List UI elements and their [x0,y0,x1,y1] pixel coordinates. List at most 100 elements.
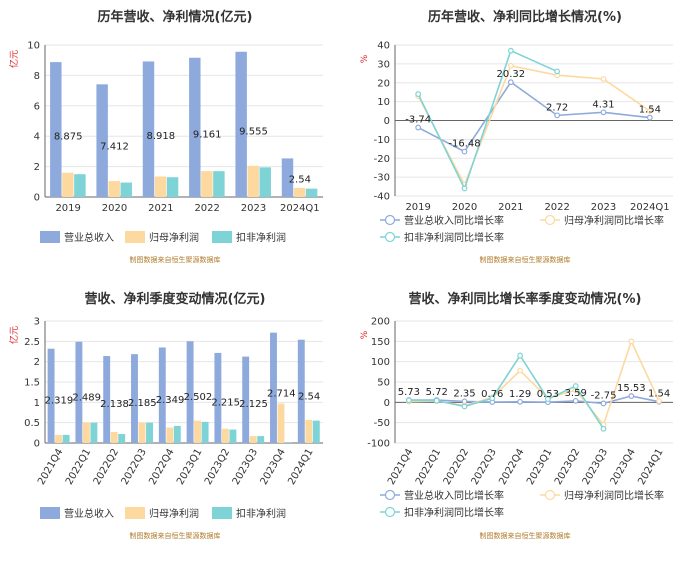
data-label: 1.54 [648,389,670,400]
x-tick-label: 2022Q1 [414,447,443,487]
data-point [646,114,653,121]
x-tick-label: 2023Q3 [231,447,260,487]
data-label: 9.161 [193,129,222,140]
legend-label: 扣非净利润 [236,507,286,520]
y-tick-label: 0 [384,116,390,127]
legend-swatch [212,231,232,243]
legend-label: 扣非净利润同比增长率 [404,231,504,244]
legend-label: 扣非净利润 [236,231,286,244]
data-label: 2.54 [289,175,311,186]
source-note: 制图数据来自恒生聚源数据库 [130,531,221,540]
x-tick-label: 2021 [148,203,173,214]
legend-swatch-marker [384,214,396,226]
bar [82,422,90,443]
x-tick-label: 2022Q3 [120,447,149,487]
data-label: 5.72 [426,387,448,398]
data-point [517,367,524,374]
data-point [544,396,551,402]
bar [235,51,247,197]
x-tick-label: 2022Q4 [147,447,176,487]
bar [108,181,120,197]
bar [74,174,86,197]
data-label: 20.32 [497,69,526,80]
y-tick-label: 6 [34,101,40,112]
series-line [408,354,605,430]
legend-swatch [125,231,145,243]
legend-label: 营业总收入同比增长率 [404,489,504,502]
bar [166,177,179,197]
x-tick-label: 2023 [591,202,616,213]
data-point [461,148,468,155]
bar [62,434,70,443]
annual-growth-chart: 历年营收、净利同比增长情况(%)% -40 -30 -20 -10 0 10 20 30 40 20… [360,9,673,264]
x-tick-label: 2023Q3 [581,447,610,487]
legend-label: 营业总收入同比增长率 [404,214,504,227]
legend-swatch-marker [544,214,556,226]
y-tick-label: 100 [371,357,390,368]
bar [242,356,250,443]
series-line [408,395,660,405]
x-tick-label: 2022Q1 [64,447,93,487]
y-tick-label: 0.5 [24,418,40,429]
bar [213,171,225,197]
annual-bar-chart: 历年营收、净利情况(亿元) 亿元 0 2 4 6 8 10 2019 2020 2021 2022 20… [8,9,323,264]
annual-growth-panel: 历年营收、净利同比增长情况(%)% -40 -30 -20 -10 0 10 20 30 40 20… [350,0,700,282]
quarter-bar-panel: 营收、净利季度变动情况(亿元) 亿元 0 0.5 1 1.5 2 2.5 3 2021Q4 2022… [0,282,350,564]
bar [297,339,305,443]
data-label: -16.48 [448,139,480,150]
data-point [554,112,561,119]
x-tick-label: 2021 [498,202,523,213]
bar [173,425,181,443]
bar [110,432,118,443]
data-label: -2.75 [591,390,617,401]
data-point [415,91,422,97]
bar [90,422,98,443]
data-label: 3.59 [565,388,587,399]
y-tick-label: 10 [27,41,40,52]
x-tick-label: 2022 [194,203,219,214]
bar [229,429,237,443]
legend-swatch [40,507,60,519]
bar [75,341,83,443]
bar [138,422,146,443]
legend-label: 归母净利润同比增长率 [564,214,664,227]
x-tick-label: 2024Q1 [280,203,320,214]
bar [154,176,167,197]
y-tick-label: -40 [374,192,390,203]
legend-label: 归母净利润 [149,231,199,244]
data-label: 8.918 [147,131,176,142]
y-tick-label: 8 [34,71,40,82]
data-label: 2.349 [156,395,185,406]
legend-label: 营业总收入 [64,507,114,520]
data-point [628,338,635,345]
data-label: 2.35 [453,388,475,399]
data-label: 8.875 [54,131,83,142]
bar [201,171,213,197]
x-tick-label: 2022Q3 [470,447,499,487]
x-tick-label: 2022Q2 [92,447,121,487]
data-point [646,108,653,114]
data-point [600,425,607,432]
data-label: 0.76 [481,389,503,400]
x-tick-label: 2024Q1 [636,447,665,487]
x-tick-label: 2021Q4 [36,447,65,487]
x-tick-label: 2020 [452,202,477,213]
y-tick-label: 50 [377,378,390,389]
data-point [507,79,514,86]
legend-swatch-marker [384,489,396,501]
chart-title: 历年营收、净利同比增长情况(%) [428,9,622,25]
y-tick-label: 2 [34,162,40,173]
data-label: 2.714 [267,388,296,399]
data-label: 9.555 [239,127,268,138]
series-line [417,64,651,187]
bar [166,427,174,443]
data-point [600,400,607,407]
data-label: 2.215 [211,397,240,408]
x-tick-label: 2022Q4 [497,447,526,487]
y-tick-label: 2 [34,357,40,368]
quarter-growth-panel: 营收、净利同比增长率季度变动情况(%)% -100 -50 0 50 100 150 200 2… [350,282,700,564]
bar [62,172,74,197]
y-tick-label: 2.5 [24,337,40,348]
data-point [507,47,514,54]
y-axis-unit: % [360,330,370,339]
